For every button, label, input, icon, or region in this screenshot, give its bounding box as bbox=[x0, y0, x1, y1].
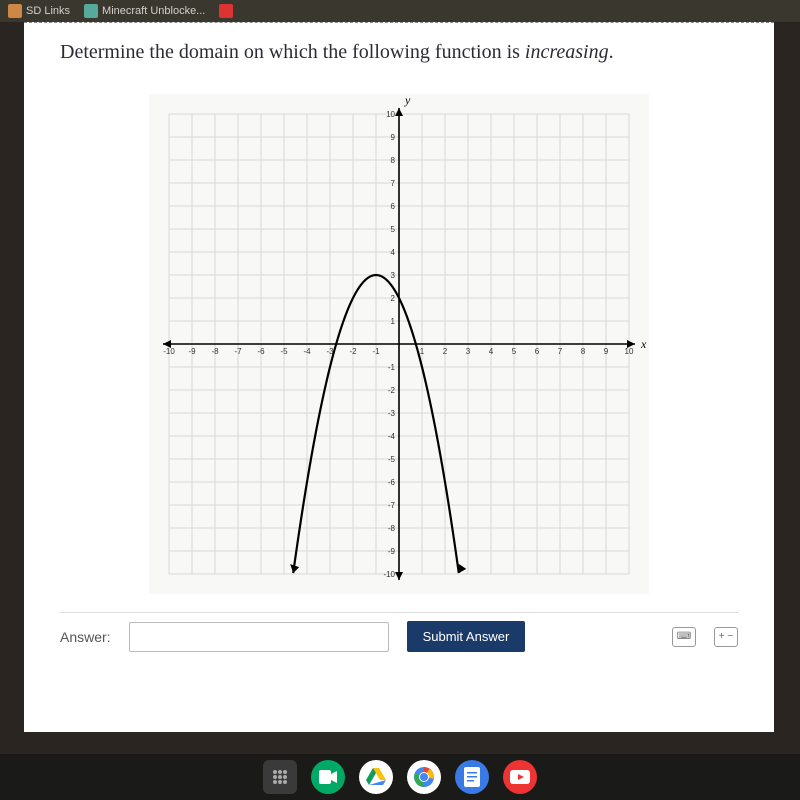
svg-text:-10: -10 bbox=[163, 347, 175, 356]
launcher-icon[interactable] bbox=[263, 760, 297, 794]
graph: -10 -9 -8 -7 -6 -5 -4 -3 -2 -1 1 2 3 4 5 6 7 8 9 10 -10 -9 -8 -… bbox=[149, 94, 649, 594]
svg-text:5: 5 bbox=[512, 347, 517, 356]
svg-text:-1: -1 bbox=[372, 347, 380, 356]
svg-text:6: 6 bbox=[535, 347, 540, 356]
bookmark-sd-links[interactable]: SD Links bbox=[8, 4, 70, 18]
answer-label: Answer: bbox=[60, 629, 111, 645]
svg-text:-10: -10 bbox=[383, 570, 395, 579]
question-suffix: . bbox=[609, 41, 614, 63]
answer-input[interactable] bbox=[129, 622, 389, 652]
svg-text:-9: -9 bbox=[388, 547, 396, 556]
content-panel: Determine the domain on which the follow… bbox=[24, 22, 774, 732]
drive-icon[interactable] bbox=[359, 760, 393, 794]
question-text: Determine the domain on which the follow… bbox=[60, 41, 738, 64]
bookmark-icon bbox=[219, 4, 233, 18]
svg-text:2: 2 bbox=[391, 294, 396, 303]
svg-text:9: 9 bbox=[604, 347, 609, 356]
bookmark-label: Minecraft Unblocke... bbox=[102, 5, 205, 17]
chrome-icon[interactable] bbox=[407, 760, 441, 794]
svg-text:4: 4 bbox=[391, 248, 396, 257]
svg-text:10: 10 bbox=[625, 347, 634, 356]
svg-text:-8: -8 bbox=[211, 347, 219, 356]
svg-text:-5: -5 bbox=[280, 347, 288, 356]
svg-text:-2: -2 bbox=[388, 386, 396, 395]
taskbar bbox=[0, 754, 800, 800]
answer-row: Answer: Submit Answer ⌨ + − bbox=[60, 612, 738, 660]
svg-text:y: y bbox=[404, 94, 411, 107]
svg-text:x: x bbox=[640, 337, 647, 351]
svg-text:-7: -7 bbox=[388, 501, 396, 510]
keyboard-icon[interactable]: ⌨ bbox=[672, 627, 696, 647]
svg-text:-2: -2 bbox=[349, 347, 357, 356]
graph-svg: -10 -9 -8 -7 -6 -5 -4 -3 -2 -1 1 2 3 4 5 6 7 8 9 10 -10 -9 -8 -… bbox=[149, 94, 649, 594]
svg-text:1: 1 bbox=[420, 347, 425, 356]
svg-text:2: 2 bbox=[443, 347, 448, 356]
svg-text:9: 9 bbox=[391, 133, 396, 142]
question-prefix: Determine the domain on which the follow… bbox=[60, 41, 525, 63]
question-emphasis: increasing bbox=[525, 41, 609, 63]
svg-text:1: 1 bbox=[391, 317, 396, 326]
svg-text:-7: -7 bbox=[234, 347, 242, 356]
svg-text:-5: -5 bbox=[388, 455, 396, 464]
bookmark-extra[interactable] bbox=[219, 4, 233, 18]
svg-text:-8: -8 bbox=[388, 524, 396, 533]
zoom-plusminus-icon[interactable]: + − bbox=[714, 627, 738, 647]
svg-text:6: 6 bbox=[391, 202, 396, 211]
svg-text:-3: -3 bbox=[388, 409, 396, 418]
svg-text:7: 7 bbox=[558, 347, 563, 356]
svg-text:5: 5 bbox=[391, 225, 396, 234]
submit-answer-button[interactable]: Submit Answer bbox=[407, 621, 526, 652]
svg-text:3: 3 bbox=[391, 271, 396, 280]
svg-text:10: 10 bbox=[386, 110, 395, 119]
svg-text:4: 4 bbox=[489, 347, 494, 356]
svg-text:-1: -1 bbox=[388, 363, 396, 372]
svg-text:-4: -4 bbox=[303, 347, 311, 356]
svg-text:8: 8 bbox=[581, 347, 586, 356]
youtube-icon[interactable] bbox=[503, 760, 537, 794]
svg-text:-6: -6 bbox=[257, 347, 265, 356]
bookmark-label: SD Links bbox=[26, 5, 70, 17]
svg-text:-6: -6 bbox=[388, 478, 396, 487]
svg-text:3: 3 bbox=[466, 347, 471, 356]
bookmark-icon bbox=[84, 4, 98, 18]
svg-text:7: 7 bbox=[391, 179, 396, 188]
svg-text:-4: -4 bbox=[388, 432, 396, 441]
svg-text:8: 8 bbox=[391, 156, 396, 165]
docs-icon[interactable] bbox=[455, 760, 489, 794]
meet-icon[interactable] bbox=[311, 760, 345, 794]
bookmark-icon bbox=[8, 4, 22, 18]
bookmarks-bar: SD Links Minecraft Unblocke... bbox=[0, 0, 800, 22]
bookmark-minecraft[interactable]: Minecraft Unblocke... bbox=[84, 4, 205, 18]
svg-text:-9: -9 bbox=[188, 347, 196, 356]
